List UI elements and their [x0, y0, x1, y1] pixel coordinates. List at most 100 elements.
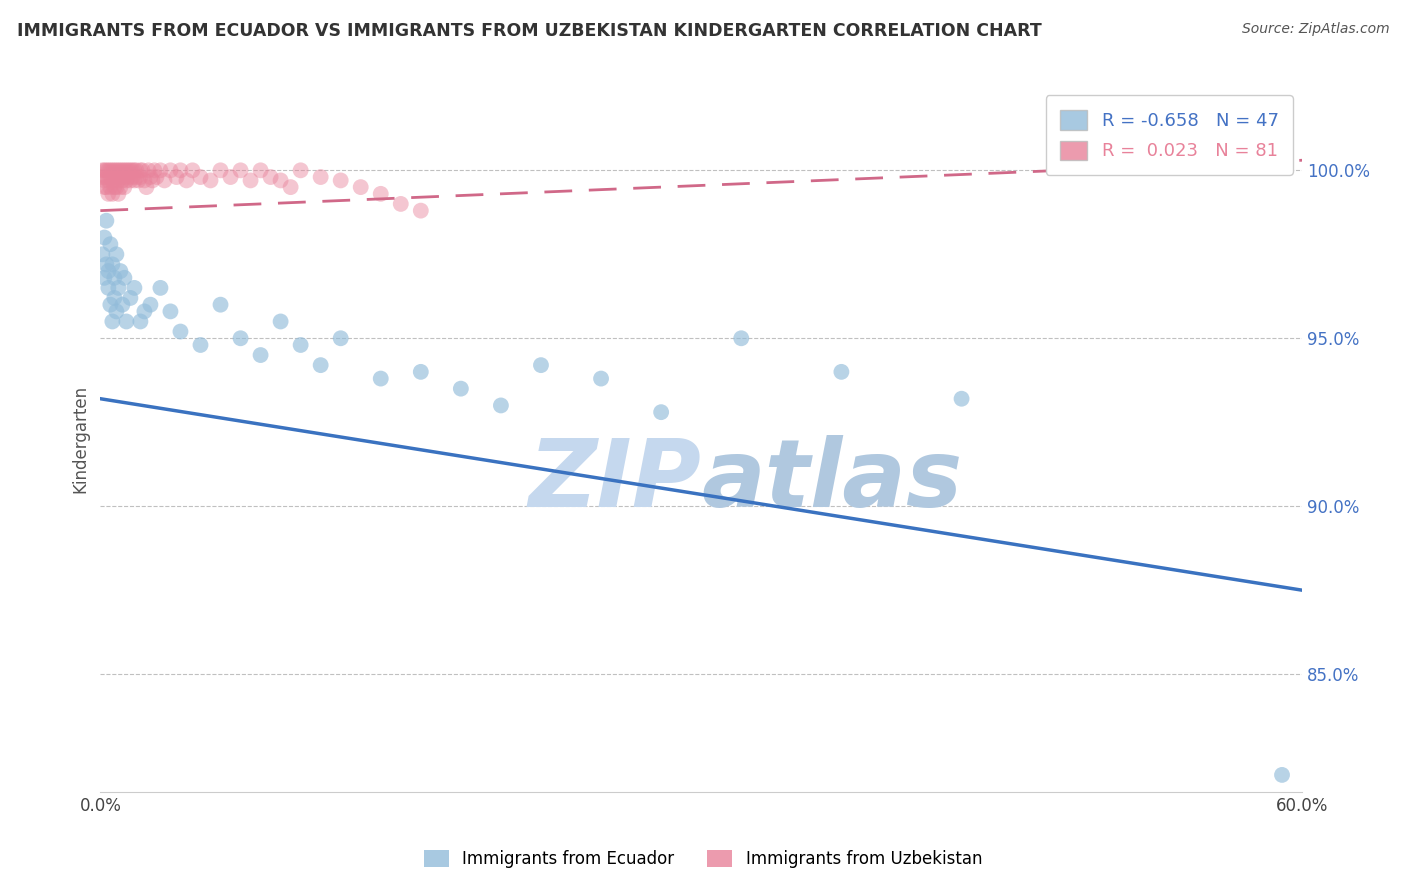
Point: [103, 180, 125, 194]
Point: [131, 163, 153, 178]
Point: [124, 163, 146, 178]
Point: [409, 203, 432, 218]
Point: [91, 247, 114, 261]
Point: [97, 264, 120, 278]
Point: [259, 169, 281, 184]
Point: [93, 230, 115, 244]
Point: [107, 281, 129, 295]
Point: [589, 371, 612, 385]
Point: [91, 169, 114, 184]
Point: [107, 186, 129, 201]
Point: [98, 298, 121, 312]
Y-axis label: Kindergarten: Kindergarten: [72, 385, 89, 493]
Point: [1271, 768, 1294, 782]
Point: [101, 314, 124, 328]
Point: [103, 163, 125, 178]
Point: [110, 163, 132, 178]
Point: [105, 169, 128, 184]
Point: [117, 169, 139, 184]
Point: [93, 180, 115, 194]
Point: [280, 180, 302, 194]
Point: [129, 169, 152, 184]
Point: [107, 173, 129, 187]
Point: [121, 169, 143, 184]
Point: [134, 173, 156, 187]
Point: [270, 314, 292, 328]
Point: [111, 298, 134, 312]
Point: [97, 186, 120, 201]
Point: [115, 314, 138, 328]
Point: [329, 173, 352, 187]
Point: [105, 163, 128, 178]
Point: [145, 169, 167, 184]
Point: [134, 304, 156, 318]
Text: Source: ZipAtlas.com: Source: ZipAtlas.com: [1241, 22, 1389, 37]
Point: [101, 186, 124, 201]
Point: [96, 257, 118, 271]
Point: [111, 163, 134, 178]
Point: [101, 257, 124, 271]
Point: [209, 163, 232, 178]
Point: [110, 264, 132, 278]
Point: [93, 270, 115, 285]
Point: [200, 173, 222, 187]
Point: [91, 163, 114, 178]
Point: [830, 365, 852, 379]
Point: [110, 169, 132, 184]
Point: [121, 163, 143, 178]
Point: [176, 173, 198, 187]
Point: [105, 304, 128, 318]
Point: [98, 180, 121, 194]
Point: [127, 173, 149, 187]
Point: [290, 163, 312, 178]
Point: [138, 163, 160, 178]
Point: [135, 180, 157, 194]
Point: [149, 163, 172, 178]
Point: [125, 169, 148, 184]
Point: [309, 169, 332, 184]
Point: [489, 399, 512, 413]
Point: [103, 270, 125, 285]
Text: ZIP: ZIP: [529, 435, 702, 527]
Point: [101, 173, 124, 187]
Point: [249, 163, 271, 178]
Point: [190, 169, 212, 184]
Point: [111, 173, 134, 187]
Point: [169, 325, 191, 339]
Point: [101, 163, 124, 178]
Point: [290, 338, 312, 352]
Point: [96, 163, 118, 178]
Point: [112, 163, 135, 178]
Point: [112, 169, 135, 184]
Point: [129, 163, 152, 178]
Point: [139, 169, 162, 184]
Point: [120, 163, 142, 178]
Point: [120, 173, 142, 187]
Point: [125, 163, 148, 178]
Point: [107, 163, 129, 178]
Point: [97, 163, 120, 178]
Point: [149, 281, 172, 295]
Point: [229, 331, 252, 345]
Point: [93, 173, 115, 187]
Point: [270, 173, 292, 187]
Point: [143, 163, 166, 178]
Point: [229, 163, 252, 178]
Point: [98, 169, 121, 184]
Point: [97, 173, 120, 187]
Point: [169, 163, 191, 178]
Point: [730, 331, 752, 345]
Point: [329, 331, 352, 345]
Point: [650, 405, 672, 419]
Point: [309, 358, 332, 372]
Point: [115, 173, 138, 187]
Point: [124, 281, 146, 295]
Point: [209, 298, 232, 312]
Point: [105, 180, 128, 194]
Text: IMMIGRANTS FROM ECUADOR VS IMMIGRANTS FROM UZBEKISTAN KINDERGARTEN CORRELATION C: IMMIGRANTS FROM ECUADOR VS IMMIGRANTS FR…: [17, 22, 1042, 40]
Point: [370, 371, 392, 385]
Point: [350, 180, 373, 194]
Point: [450, 382, 472, 396]
Point: [166, 169, 188, 184]
Point: [110, 180, 132, 194]
